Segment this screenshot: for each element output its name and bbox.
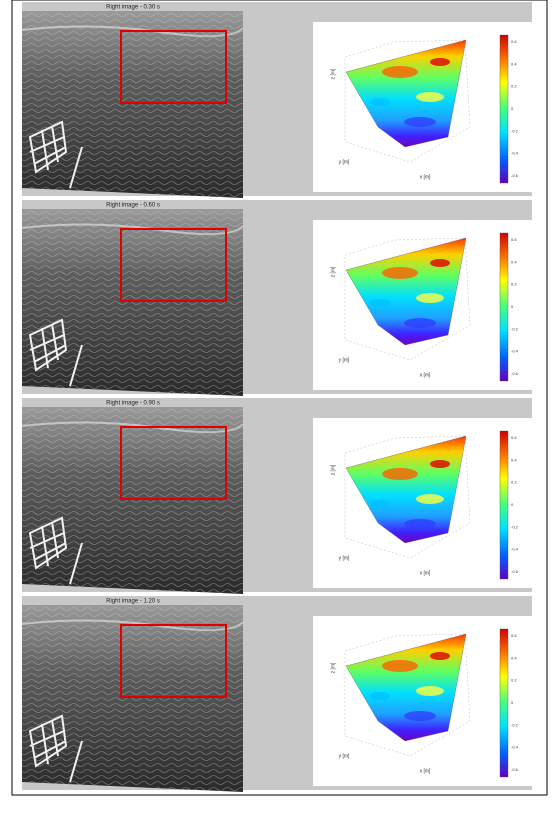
plot-box-3d [344,39,471,163]
colorbar-tick-label: 0.4 [511,259,517,264]
surface-patch [382,66,418,78]
surface-patch [370,692,390,700]
panel-title: Right image - 0.60 s [106,203,160,209]
colorbar-tick-label: 0 [511,106,514,111]
panel-title: Right image - 0.90 s [106,401,160,407]
colorbar-tick-label: 0.2 [511,282,517,287]
colorbar [499,34,509,184]
surface-patch [370,98,390,106]
colorbar-tick-label: 0.6 [511,237,517,242]
colorbar-tick-label: 0 [511,304,514,309]
surface-patch [404,711,436,721]
colorbar-tick-label: 0 [511,700,514,705]
colorbar-tick-label: -0.4 [511,349,519,354]
sea-texture [22,605,243,792]
axis-label-x: x [m] [420,174,431,180]
surface-patch [416,92,444,102]
axis-label-z: z [m] [330,662,336,673]
axis-label-y: y [m] [339,357,350,363]
colorbar [499,628,509,778]
region-box [120,624,227,698]
surface-patch [370,500,390,508]
surface-patch [430,259,450,267]
region-box [120,228,227,302]
surface-patch [404,318,436,328]
panel-row: Right image - 0.90 s z [m] y [m] x [m] 0.6 0.… [21,398,532,594]
panel-title: Right image - 0.30 s [106,5,160,11]
colorbar-tick-label: 0.4 [511,457,517,462]
surface-patch [404,519,436,529]
panel-title: Right image - 1.20 s [106,599,160,605]
surface-patch [430,652,450,660]
axis-label-y: y [m] [339,753,350,759]
surface-patch [382,267,418,279]
sea-texture [22,11,243,198]
colorbar-tick-label: -0.2 [511,128,519,133]
region-box [120,30,227,104]
colorbar-tick-label: 0.2 [511,84,517,89]
axis-label-z: z [m] [330,68,336,79]
surface-patch [416,293,444,303]
panel-row: Right image - 0.60 s z [m] y [m] x [m] 0.6 0.… [21,200,532,396]
surface [345,39,467,148]
axis-label-y: y [m] [339,159,350,165]
colorbar-tick-label: -0.2 [511,524,519,529]
colorbar-tick-label: 0.6 [511,435,517,440]
surface [345,633,467,742]
colorbar-tick-label: -0.6 [511,569,519,574]
axis-label-z: z [m] [330,266,336,277]
panel-row: Right image - 1.20 s z [m] y [m] x [m] 0.6 0.… [21,596,532,792]
surface-patch [416,494,444,504]
colorbar-tick-label: 0.4 [511,655,517,660]
platform-structure [28,120,83,189]
panel-row: Right image - 0.30 s z [m] y [m] x [m] 0.6 0.… [21,2,532,198]
platform-structure [28,318,83,387]
axis-label-x: x [m] [420,768,431,774]
colorbar-tick-label: 0.4 [511,61,517,66]
colorbar-tick-label: -0.2 [511,722,519,727]
colorbar-tick-label: 0.6 [511,633,517,638]
sea-texture [22,209,243,396]
surface-patch [382,660,418,672]
colorbar-tick-label: 0.6 [511,39,517,44]
colorbar-tick-label: -0.4 [511,745,519,750]
axis-label-x: x [m] [420,372,431,378]
colorbar [499,430,509,580]
colorbar-tick-label: 0.2 [511,678,517,683]
axis-label-y: y [m] [339,555,350,561]
colorbar-tick-label: -0.6 [511,371,519,376]
surface-patch [382,468,418,480]
frame [11,0,548,796]
colorbar-tick-label: -0.6 [511,173,519,178]
surface-patch [404,117,436,127]
colorbar-tick-label: -0.6 [511,767,519,772]
surface-patch [430,58,450,66]
plot-box-3d [344,237,471,361]
surface-patch [430,460,450,468]
platform-structure [28,714,83,783]
axis-label-z: z [m] [330,464,336,475]
colorbar [499,232,509,382]
surface-patch [416,686,444,696]
axis-label-x: x [m] [420,570,431,576]
colorbar-tick-label: -0.2 [511,326,519,331]
colorbar-tick-label: 0 [511,502,514,507]
plot-box-3d [344,435,471,559]
region-box [120,426,227,500]
plot-box-3d [344,633,471,757]
colorbar-tick-label: -0.4 [511,547,519,552]
surface-patch [370,299,390,307]
platform-structure [28,516,83,585]
sea-texture [22,407,243,594]
colorbar-tick-label: 0.2 [511,480,517,485]
colorbar-tick-label: -0.4 [511,151,519,156]
